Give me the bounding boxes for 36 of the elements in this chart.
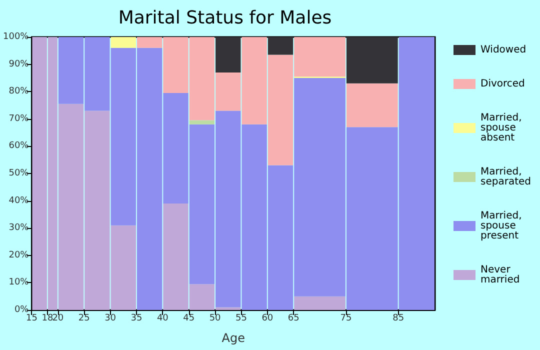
x-tick-label: 75	[340, 314, 352, 324]
legend-label: Widowed	[480, 44, 526, 56]
legend-label: Never married	[480, 264, 520, 286]
y-tick-label: 30%	[8, 223, 30, 234]
x-axis-title: Age	[222, 331, 245, 345]
y-tick-label: 10%	[8, 278, 30, 288]
y-tick-label: 0%	[14, 305, 30, 315]
x-tick-label: 50	[209, 314, 222, 324]
y-tick-label: 20%	[8, 250, 30, 260]
y-tick-label: 90%	[8, 59, 30, 70]
x-tick-label: 18	[42, 314, 54, 324]
x-tick-label: 40	[156, 314, 169, 324]
x-tick-label: 25	[78, 314, 90, 324]
y-tick-label: 70%	[8, 114, 30, 124]
y-tick-label: 80%	[8, 86, 30, 97]
x-tick-label: 60	[262, 314, 274, 324]
bar	[189, 120, 215, 124]
bar	[268, 37, 294, 55]
y-tick-label: 100%	[2, 32, 30, 42]
x-tick-label: 85	[392, 314, 404, 324]
x-tick-label: 15	[26, 314, 38, 324]
legend-label: Married, spouse present	[480, 210, 525, 242]
legend-label: Divorced	[480, 78, 525, 90]
legend-label: Married, spouse absent	[480, 112, 525, 144]
bar	[216, 37, 241, 72]
chart-title: Marital Status for Males	[118, 8, 332, 28]
x-tick-label: 65	[288, 314, 300, 324]
legend-label: Married, separated	[480, 166, 531, 188]
x-tick-label: 35	[130, 314, 142, 324]
x-tick-label: 30	[104, 314, 116, 324]
y-tick-label: 40%	[8, 196, 30, 206]
x-tick-label: 45	[183, 314, 195, 324]
x-tick-label: 20	[52, 314, 64, 324]
y-tick-label: 60%	[8, 141, 30, 152]
x-tick-label: 55	[235, 314, 247, 324]
y-tick-label: 50%	[8, 168, 30, 178]
